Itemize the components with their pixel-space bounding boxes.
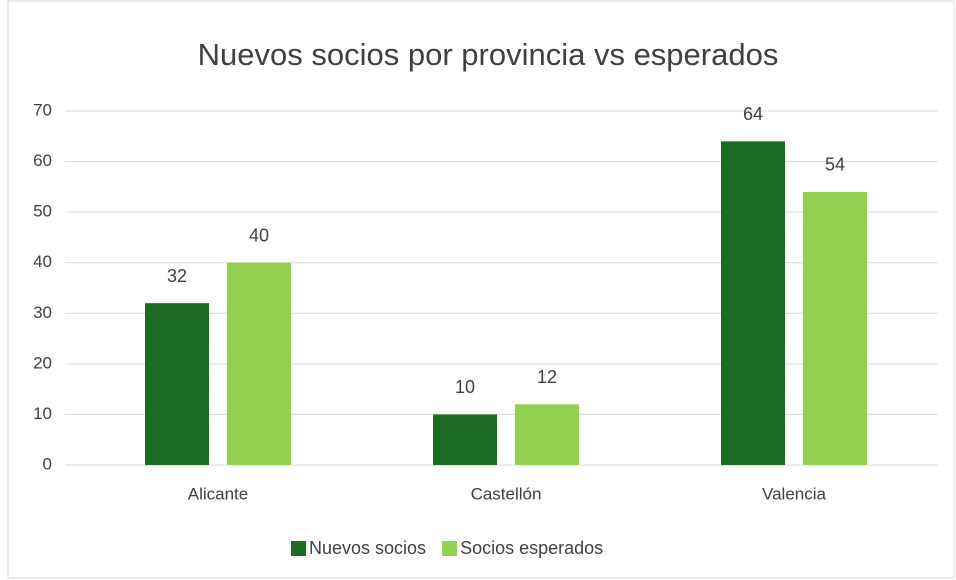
chart-title: Nuevos socios por provincia vs esperados [198, 37, 779, 72]
data-label: 64 [743, 104, 763, 124]
legend-swatch [291, 541, 306, 556]
data-label: 40 [249, 225, 269, 245]
bar [145, 303, 209, 465]
bar [803, 191, 867, 465]
legend-swatch [442, 541, 458, 556]
y-tick-label: 40 [33, 252, 52, 271]
bar [227, 262, 291, 465]
x-tick-label: Valencia [762, 484, 826, 503]
y-tick-label: 60 [33, 151, 52, 170]
bar [433, 414, 497, 465]
legend-label: Nuevos socios [309, 538, 426, 558]
data-label: 10 [455, 377, 475, 397]
y-tick-label: 10 [33, 404, 52, 423]
data-label: 12 [537, 367, 557, 387]
y-tick-label: 20 [33, 353, 52, 372]
y-tick-label: 70 [33, 100, 52, 119]
data-label: 54 [825, 155, 845, 175]
y-tick-label: 30 [33, 303, 52, 322]
x-tick-label: Alicante [188, 484, 248, 503]
bar [515, 404, 579, 465]
x-tick-label: Castellón [471, 484, 542, 503]
bar [721, 141, 785, 466]
y-tick-label: 0 [43, 454, 52, 473]
legend-label: Socios esperados [460, 538, 603, 558]
data-label: 32 [167, 266, 187, 286]
y-tick-label: 50 [33, 202, 52, 221]
chart-border [7, 0, 955, 579]
